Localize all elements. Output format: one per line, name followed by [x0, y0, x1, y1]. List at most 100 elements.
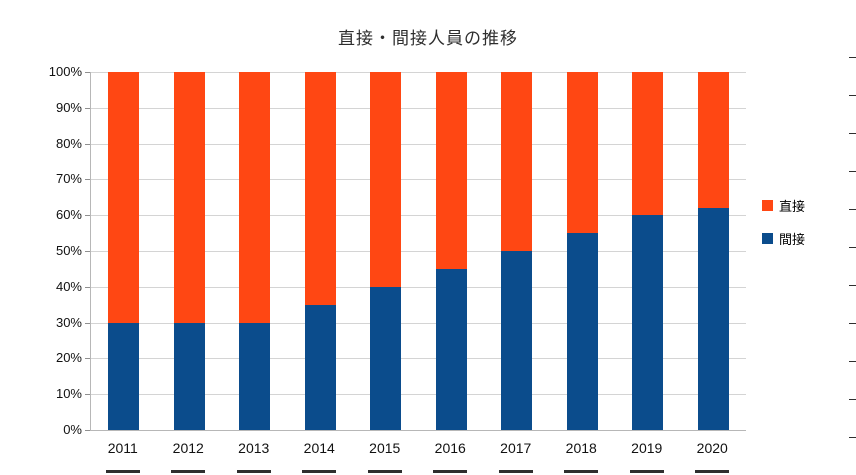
x-axis-tick-label: 2015	[369, 440, 401, 456]
sheet-row-line-fragment	[849, 285, 856, 286]
y-axis-tick-label: 20%	[55, 350, 82, 366]
chart-title: 直接・間接人員の推移	[338, 29, 518, 48]
sheet-row-line-fragment	[849, 133, 856, 134]
sheet-row-line-fragment	[849, 437, 856, 438]
bar-segment-間接	[108, 322, 140, 430]
y-axis-tick-mark	[85, 394, 90, 396]
y-axis-tick-label: 50%	[55, 243, 82, 258]
sheet-row-line-fragment	[849, 399, 856, 400]
y-axis-tick-label: 80%	[55, 135, 82, 151]
sheet-row-line-fragment	[849, 57, 856, 58]
plot-area	[90, 72, 746, 431]
x-axis-tick-label: 2020	[696, 440, 728, 456]
sheet-cell-line-fragment	[433, 470, 468, 473]
y-axis-tick-mark	[85, 430, 90, 431]
legend-item: 間接	[762, 229, 805, 248]
bar-segment-間接	[435, 268, 467, 430]
y-axis-tick-mark	[85, 358, 90, 360]
sheet-row-line-fragment	[849, 95, 856, 96]
bar-segment-間接	[239, 322, 271, 430]
y-axis-tick-mark	[85, 179, 90, 181]
gridline	[91, 394, 746, 396]
sheet-row-line-fragment	[849, 361, 856, 362]
sheet-row-line-fragment	[849, 323, 856, 324]
gridline	[91, 215, 746, 217]
bar-segment-間接	[697, 208, 729, 430]
sheet-cell-line-fragment	[171, 470, 206, 473]
gridline	[91, 286, 746, 288]
bar-segment-直接	[239, 72, 271, 323]
y-axis-tick-label: 40%	[55, 278, 82, 294]
bar-segment-直接	[304, 72, 336, 305]
y-axis-tick-label: 30%	[55, 314, 82, 330]
x-axis-tick-label: 2014	[303, 440, 335, 456]
bar-segment-間接	[501, 251, 533, 430]
y-axis-tick-mark	[85, 251, 90, 252]
legend-swatch-icon	[762, 200, 773, 211]
y-axis-tick-label: 60%	[55, 207, 82, 223]
bar-segment-直接	[632, 72, 664, 216]
bar-column	[632, 72, 664, 430]
bar-segment-直接	[435, 72, 467, 269]
y-axis-tick-mark	[85, 215, 90, 217]
gridline	[91, 72, 746, 73]
bar-segment-直接	[501, 72, 533, 251]
legend-item: 直接	[762, 196, 805, 215]
y-axis-tick-label: 0%	[63, 422, 82, 437]
x-axis-tick-label: 2017	[500, 440, 532, 456]
legend-label: 間接	[779, 232, 806, 247]
bar-segment-間接	[632, 215, 664, 430]
bar-column	[697, 72, 729, 430]
legend-swatch-icon	[762, 233, 773, 244]
sheet-cell-line-fragment	[498, 470, 533, 473]
bar-segment-直接	[108, 72, 140, 323]
bar-column	[108, 72, 140, 430]
bar-segment-直接	[370, 72, 402, 287]
x-axis-tick-label: 2013	[238, 440, 270, 456]
x-axis-tick-label: 2019	[631, 440, 663, 456]
bar-column	[566, 72, 598, 430]
bar-column	[173, 72, 205, 430]
gridline	[91, 107, 746, 109]
x-axis-tick-label: 2018	[565, 440, 597, 456]
y-axis-tick-mark	[85, 143, 90, 145]
bar-column	[435, 72, 467, 430]
y-axis-tick-mark	[85, 322, 90, 324]
x-axis-tick-label: 2011	[107, 440, 138, 456]
legend-label: 直接	[779, 199, 806, 214]
bar-segment-直接	[173, 72, 205, 323]
y-axis-tick-label: 10%	[55, 386, 82, 402]
x-axis-tick-label: 2012	[172, 440, 204, 456]
sheet-cell-line-fragment	[105, 470, 140, 473]
bar-segment-間接	[173, 322, 205, 430]
sheet-cell-line-fragment	[629, 470, 664, 473]
legend: 直接 間接	[762, 196, 805, 262]
gridline	[91, 251, 746, 252]
gridline	[91, 322, 746, 324]
y-axis-tick-label: 100%	[48, 64, 82, 79]
bar-column	[501, 72, 533, 430]
sheet-row-line-fragment	[849, 171, 856, 172]
sheet-row-line-fragment	[849, 209, 856, 210]
sheet-cell-line-fragment	[564, 470, 599, 473]
bar-column	[304, 72, 336, 430]
y-axis-tick-label: 90%	[55, 99, 82, 115]
x-axis-tick-label: 2016	[434, 440, 466, 456]
gridline	[91, 358, 746, 360]
y-axis-tick-label: 70%	[55, 171, 82, 187]
y-axis-tick-mark	[85, 107, 90, 109]
gridline	[91, 179, 746, 181]
y-axis-tick-mark	[85, 72, 90, 73]
bar-segment-間接	[566, 233, 598, 430]
y-axis-tick-mark	[85, 286, 90, 288]
sheet-cell-line-fragment	[236, 470, 271, 473]
bar-segment-間接	[370, 286, 402, 430]
sheet-cell-line-fragment	[367, 470, 402, 473]
bar-column	[370, 72, 402, 430]
gridline	[91, 143, 746, 145]
sheet-row-line-fragment	[849, 247, 856, 248]
bar-segment-間接	[304, 304, 336, 430]
bar-segment-直接	[697, 72, 729, 209]
bar-segment-直接	[566, 72, 598, 234]
